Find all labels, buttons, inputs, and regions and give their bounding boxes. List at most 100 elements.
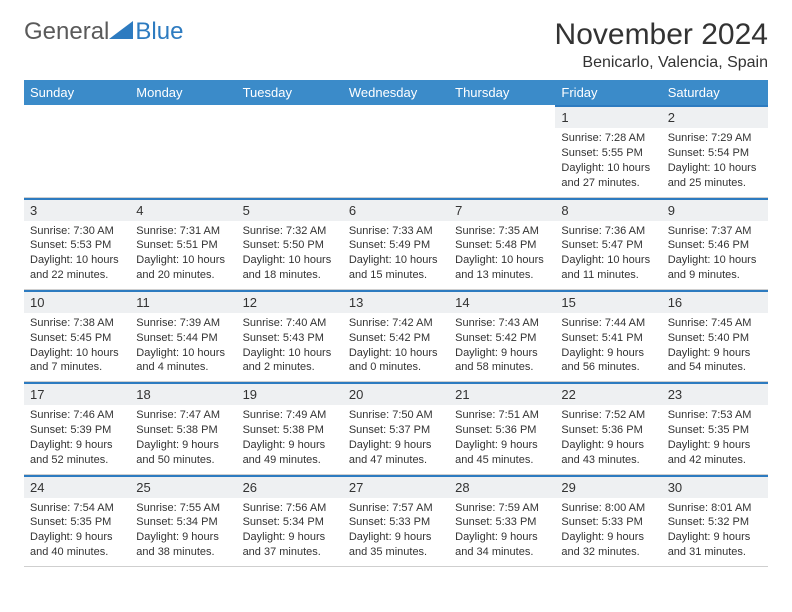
daylight-text-1: Daylight: 9 hours (243, 530, 337, 545)
sunset-text: Sunset: 5:33 PM (455, 515, 549, 530)
calendar-day-cell: 15Sunrise: 7:44 AMSunset: 5:41 PMDayligh… (555, 289, 661, 381)
day-number: 30 (662, 475, 768, 498)
calendar-day-cell: 7Sunrise: 7:35 AMSunset: 5:48 PMDaylight… (449, 197, 555, 289)
sunset-text: Sunset: 5:48 PM (455, 238, 549, 253)
day-number: 14 (449, 290, 555, 313)
day-number: 23 (662, 382, 768, 405)
day-info: Sunrise: 7:45 AMSunset: 5:40 PMDaylight:… (662, 313, 768, 381)
daylight-text-1: Daylight: 9 hours (349, 530, 443, 545)
daylight-text-2: and 38 minutes. (136, 545, 230, 560)
weekday-header: Thursday (449, 80, 555, 105)
daylight-text-1: Daylight: 9 hours (30, 530, 124, 545)
logo-text-1: General (24, 18, 109, 46)
sunrise-text: Sunrise: 7:39 AM (136, 316, 230, 331)
daylight-text-2: and 9 minutes. (668, 268, 762, 283)
sunset-text: Sunset: 5:47 PM (561, 238, 655, 253)
day-number: 21 (449, 382, 555, 405)
day-info: Sunrise: 7:35 AMSunset: 5:48 PMDaylight:… (449, 221, 555, 289)
calendar-day-cell: 6Sunrise: 7:33 AMSunset: 5:49 PMDaylight… (343, 197, 449, 289)
day-info: Sunrise: 7:46 AMSunset: 5:39 PMDaylight:… (24, 405, 130, 473)
calendar-day-cell: 27Sunrise: 7:57 AMSunset: 5:33 PMDayligh… (343, 474, 449, 566)
daylight-text-2: and 50 minutes. (136, 453, 230, 468)
day-number: 6 (343, 198, 449, 221)
calendar-day-cell: 24Sunrise: 7:54 AMSunset: 5:35 PMDayligh… (24, 474, 130, 566)
day-number: 9 (662, 198, 768, 221)
calendar-day-cell: 22Sunrise: 7:52 AMSunset: 5:36 PMDayligh… (555, 382, 661, 474)
day-number: 27 (343, 475, 449, 498)
calendar-day-cell: 19Sunrise: 7:49 AMSunset: 5:38 PMDayligh… (237, 382, 343, 474)
sunrise-text: Sunrise: 7:36 AM (561, 224, 655, 239)
calendar-day-cell: 25Sunrise: 7:55 AMSunset: 5:34 PMDayligh… (130, 474, 236, 566)
day-info: Sunrise: 7:36 AMSunset: 5:47 PMDaylight:… (555, 221, 661, 289)
day-number: 20 (343, 382, 449, 405)
day-number: 17 (24, 382, 130, 405)
day-info: Sunrise: 7:33 AMSunset: 5:49 PMDaylight:… (343, 221, 449, 289)
daylight-text-1: Daylight: 9 hours (668, 530, 762, 545)
sunrise-text: Sunrise: 7:56 AM (243, 501, 337, 516)
sunset-text: Sunset: 5:49 PM (349, 238, 443, 253)
calendar-week-row: 17Sunrise: 7:46 AMSunset: 5:39 PMDayligh… (24, 382, 768, 474)
calendar-day-cell: 1Sunrise: 7:28 AMSunset: 5:55 PMDaylight… (555, 105, 661, 197)
day-info: Sunrise: 7:44 AMSunset: 5:41 PMDaylight:… (555, 313, 661, 381)
sunrise-text: Sunrise: 7:51 AM (455, 408, 549, 423)
day-info: Sunrise: 7:42 AMSunset: 5:42 PMDaylight:… (343, 313, 449, 381)
daylight-text-2: and 22 minutes. (30, 268, 124, 283)
daylight-text-1: Daylight: 10 hours (668, 161, 762, 176)
daylight-text-1: Daylight: 10 hours (349, 346, 443, 361)
day-info: Sunrise: 7:32 AMSunset: 5:50 PMDaylight:… (237, 221, 343, 289)
daylight-text-2: and 20 minutes. (136, 268, 230, 283)
daylight-text-1: Daylight: 10 hours (455, 253, 549, 268)
logo: General Blue (24, 18, 183, 46)
daylight-text-2: and 18 minutes. (243, 268, 337, 283)
day-number: 24 (24, 475, 130, 498)
daylight-text-1: Daylight: 9 hours (136, 530, 230, 545)
title-block: November 2024 Benicarlo, Valencia, Spain (555, 18, 768, 72)
daylight-text-2: and 45 minutes. (455, 453, 549, 468)
sunset-text: Sunset: 5:34 PM (243, 515, 337, 530)
sunset-text: Sunset: 5:45 PM (30, 331, 124, 346)
daylight-text-2: and 25 minutes. (668, 176, 762, 191)
calendar-day-cell: 10Sunrise: 7:38 AMSunset: 5:45 PMDayligh… (24, 289, 130, 381)
weekday-header-row: Sunday Monday Tuesday Wednesday Thursday… (24, 80, 768, 105)
daylight-text-2: and 42 minutes. (668, 453, 762, 468)
sunrise-text: Sunrise: 7:46 AM (30, 408, 124, 423)
daylight-text-1: Daylight: 9 hours (136, 438, 230, 453)
daylight-text-1: Daylight: 10 hours (561, 253, 655, 268)
daylight-text-1: Daylight: 9 hours (455, 346, 549, 361)
sunset-text: Sunset: 5:51 PM (136, 238, 230, 253)
sunrise-text: Sunrise: 7:53 AM (668, 408, 762, 423)
daylight-text-2: and 0 minutes. (349, 360, 443, 375)
weekday-header: Monday (130, 80, 236, 105)
calendar-day-cell: 4Sunrise: 7:31 AMSunset: 5:51 PMDaylight… (130, 197, 236, 289)
calendar-day-cell: 9Sunrise: 7:37 AMSunset: 5:46 PMDaylight… (662, 197, 768, 289)
daylight-text-1: Daylight: 9 hours (561, 530, 655, 545)
day-number: 16 (662, 290, 768, 313)
daylight-text-1: Daylight: 9 hours (243, 438, 337, 453)
day-info: Sunrise: 8:01 AMSunset: 5:32 PMDaylight:… (662, 498, 768, 566)
day-number: 4 (130, 198, 236, 221)
calendar-day-cell: 20Sunrise: 7:50 AMSunset: 5:37 PMDayligh… (343, 382, 449, 474)
daylight-text-2: and 27 minutes. (561, 176, 655, 191)
sunrise-text: Sunrise: 7:42 AM (349, 316, 443, 331)
day-number: 19 (237, 382, 343, 405)
daylight-text-2: and 58 minutes. (455, 360, 549, 375)
daylight-text-2: and 52 minutes. (30, 453, 124, 468)
daylight-text-1: Daylight: 10 hours (349, 253, 443, 268)
daylight-text-2: and 54 minutes. (668, 360, 762, 375)
day-info: Sunrise: 7:31 AMSunset: 5:51 PMDaylight:… (130, 221, 236, 289)
daylight-text-2: and 4 minutes. (136, 360, 230, 375)
sunrise-text: Sunrise: 8:00 AM (561, 501, 655, 516)
day-info: Sunrise: 7:30 AMSunset: 5:53 PMDaylight:… (24, 221, 130, 289)
day-number: 12 (237, 290, 343, 313)
sunrise-text: Sunrise: 7:59 AM (455, 501, 549, 516)
sunrise-text: Sunrise: 7:35 AM (455, 224, 549, 239)
logo-triangle-icon (109, 21, 133, 39)
calendar-day-cell: 14Sunrise: 7:43 AMSunset: 5:42 PMDayligh… (449, 289, 555, 381)
sunset-text: Sunset: 5:32 PM (668, 515, 762, 530)
sunrise-text: Sunrise: 7:38 AM (30, 316, 124, 331)
day-number: 3 (24, 198, 130, 221)
sunrise-text: Sunrise: 7:50 AM (349, 408, 443, 423)
daylight-text-2: and 56 minutes. (561, 360, 655, 375)
daylight-text-1: Daylight: 9 hours (455, 438, 549, 453)
daylight-text-1: Daylight: 10 hours (136, 346, 230, 361)
